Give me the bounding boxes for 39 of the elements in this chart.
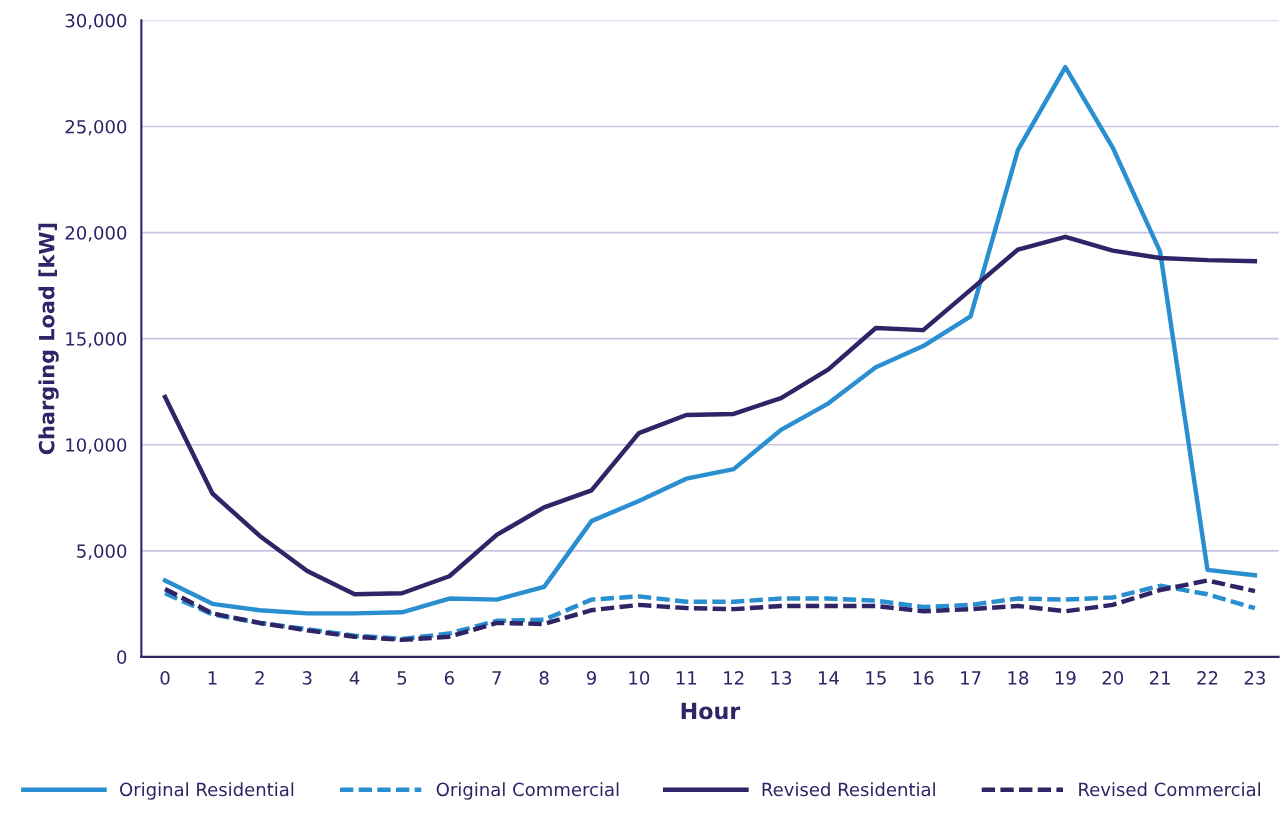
legend-label: Revised Commercial <box>1079 782 1260 797</box>
x-tick-label: 7 <box>492 671 501 685</box>
y-tick-label: 25,000 <box>65 119 127 136</box>
x-tick-label: 3 <box>302 671 312 685</box>
x-tick-label: 4 <box>349 671 360 685</box>
x-tick-label: 20 <box>1102 671 1124 685</box>
x-tick-label: 22 <box>1197 671 1218 685</box>
x-tick-label: 5 <box>397 671 407 685</box>
y-tick-label: 30,000 <box>65 13 127 30</box>
legend-label: Original Residential <box>120 782 294 800</box>
x-tick-label: 16 <box>913 671 934 685</box>
legend-label: Revised Residential <box>762 782 935 797</box>
x-tick-label: 1 <box>208 671 217 685</box>
y-axis-title: Charging Load [kW] <box>38 223 59 455</box>
line-series <box>162 234 1258 597</box>
y-tick-label: 5,000 <box>77 544 127 560</box>
x-tick-label: 18 <box>1008 671 1029 685</box>
x-tick-label: 14 <box>818 671 839 685</box>
x-tick-label: 10 <box>629 671 650 685</box>
x-tick-label: 8 <box>539 671 549 685</box>
x-axis-title: Hour <box>681 702 741 720</box>
x-tick-label: 11 <box>676 671 697 685</box>
x-tick-label: 15 <box>866 671 886 685</box>
x-tick-label: 23 <box>1244 671 1265 685</box>
legend-label: Original Commercial <box>436 782 619 800</box>
x-tick-label: 21 <box>1149 671 1170 685</box>
x-tick-label: 0 <box>160 671 170 685</box>
x-tick-label: 13 <box>771 671 792 685</box>
y-tick-label: 15,000 <box>66 332 127 348</box>
x-tick-label: 12 <box>724 671 744 685</box>
y-tick-label: 20,000 <box>65 226 127 242</box>
x-tick-label: 9 <box>586 671 596 685</box>
x-tick-label: 19 <box>1055 671 1076 685</box>
line-series <box>162 64 1258 616</box>
x-tick-label: 2 <box>255 671 264 685</box>
y-tick-label: 0 <box>117 650 127 664</box>
x-tick-label: 17 <box>961 671 981 685</box>
y-tick-label: 10,000 <box>66 438 127 454</box>
x-tick-label: 6 <box>444 671 454 685</box>
